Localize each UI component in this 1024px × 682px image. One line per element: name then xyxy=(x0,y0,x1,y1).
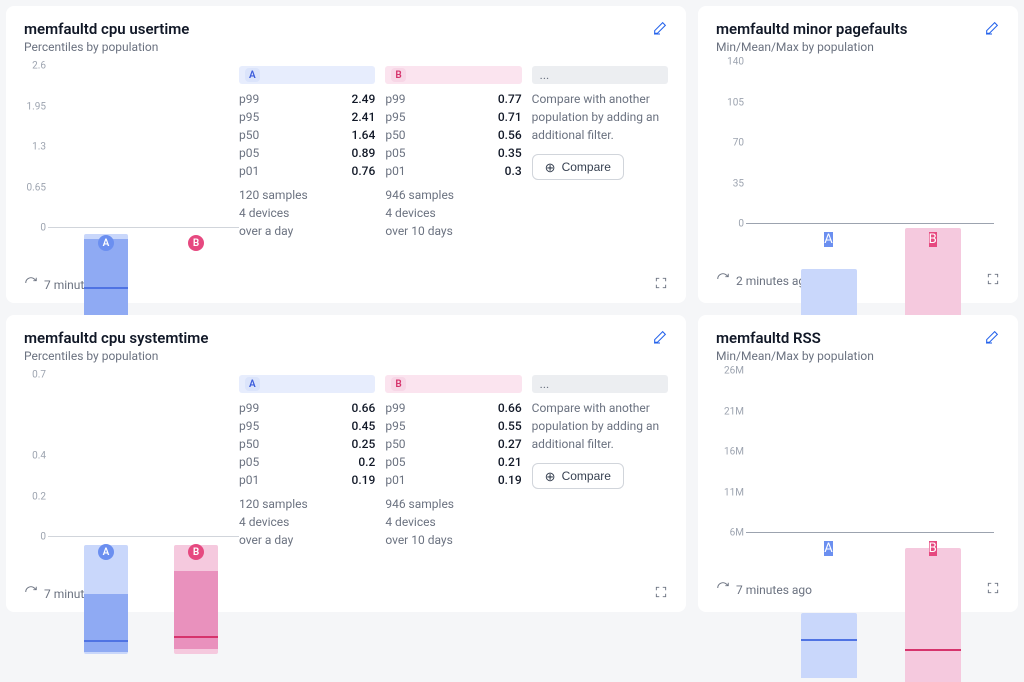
compare-help-text: Compare with another population by addin… xyxy=(532,399,668,453)
panel-title: memfaultd cpu systemtime xyxy=(24,329,208,347)
stats-population-b: B p990.77p950.71p500.56p050.35p010.3 946… xyxy=(385,66,521,246)
chart-pagefaults: 14010570350AB xyxy=(746,62,1000,242)
stat-row: p500.27 xyxy=(385,435,521,453)
stat-row: p990.66 xyxy=(385,399,521,417)
compare-placeholder: ... xyxy=(532,375,668,393)
stat-row: p501.64 xyxy=(239,126,375,144)
compare-help-text: Compare with another population by addin… xyxy=(532,90,668,144)
stat-row: p010.76 xyxy=(239,162,375,180)
stat-row: p010.3 xyxy=(385,162,521,180)
population-badge-a: A xyxy=(245,68,260,82)
stat-row: p050.89 xyxy=(239,144,375,162)
expand-icon[interactable] xyxy=(654,276,668,293)
stats-population-b: B p990.66p950.55p500.27p050.21p010.19 94… xyxy=(385,375,521,555)
chart-cpu-usertime: 2.61.951.30.650AB xyxy=(24,66,239,246)
stat-row: p500.25 xyxy=(239,435,375,453)
refresh-timestamp: 7 minutes ago xyxy=(736,583,812,597)
panel-subtitle: Min/Mean/Max by population xyxy=(716,349,874,363)
edit-icon[interactable] xyxy=(984,329,1000,349)
expand-icon[interactable] xyxy=(986,272,1000,289)
chart-rss: 26M21M16M11M6MAB xyxy=(746,371,1000,551)
expand-icon[interactable] xyxy=(654,585,668,602)
refresh-icon[interactable] xyxy=(24,276,38,293)
compare-button[interactable]: ⊕ Compare xyxy=(532,463,624,489)
panel-cpu-usertime: memfaultd cpu usertime Percentiles by po… xyxy=(6,6,686,303)
population-badge-b: B xyxy=(391,68,405,82)
compare-button-label: Compare xyxy=(562,160,611,174)
stat-row: p010.19 xyxy=(239,471,375,489)
chart-cpu-systemtime: 0.70.40.20AB xyxy=(24,375,239,555)
plus-icon: ⊕ xyxy=(545,161,556,174)
plus-icon: ⊕ xyxy=(545,470,556,483)
stat-row: p990.66 xyxy=(239,399,375,417)
refresh-icon[interactable] xyxy=(24,585,38,602)
stat-row: p950.55 xyxy=(385,417,521,435)
stats-population-a: A p992.49p952.41p501.64p050.89p010.76 12… xyxy=(239,66,375,246)
stat-row: p010.19 xyxy=(385,471,521,489)
stat-row: p990.77 xyxy=(385,90,521,108)
panel-title: memfaultd RSS xyxy=(716,329,874,347)
panel-title: memfaultd cpu usertime xyxy=(24,20,189,38)
panel-rss: memfaultd RSS Min/Mean/Max by population… xyxy=(698,315,1018,612)
panel-subtitle: Percentiles by population xyxy=(24,40,189,54)
stat-row: p950.45 xyxy=(239,417,375,435)
compare-button-label: Compare xyxy=(562,469,611,483)
edit-icon[interactable] xyxy=(652,329,668,349)
population-badge-a: A xyxy=(245,377,260,391)
compare-placeholder: ... xyxy=(532,66,668,84)
stats-population-a: A p990.66p950.45p500.25p050.2p010.19 120… xyxy=(239,375,375,555)
panel-title: memfaultd minor pagefaults xyxy=(716,20,907,38)
stat-row: p050.21 xyxy=(385,453,521,471)
panel-subtitle: Percentiles by population xyxy=(24,349,208,363)
panel-minor-pagefaults: memfaultd minor pagefaults Min/Mean/Max … xyxy=(698,6,1018,303)
stat-row: p500.56 xyxy=(385,126,521,144)
compare-button[interactable]: ⊕ Compare xyxy=(532,154,624,180)
refresh-icon[interactable] xyxy=(716,272,730,289)
stat-row: p050.35 xyxy=(385,144,521,162)
stat-row: p952.41 xyxy=(239,108,375,126)
stat-row: p050.2 xyxy=(239,453,375,471)
panel-cpu-systemtime: memfaultd cpu systemtime Percentiles by … xyxy=(6,315,686,612)
expand-icon[interactable] xyxy=(986,581,1000,598)
stat-row: p950.71 xyxy=(385,108,521,126)
stat-row: p992.49 xyxy=(239,90,375,108)
edit-icon[interactable] xyxy=(652,20,668,40)
panel-subtitle: Min/Mean/Max by population xyxy=(716,40,907,54)
edit-icon[interactable] xyxy=(984,20,1000,40)
refresh-icon[interactable] xyxy=(716,581,730,598)
population-badge-b: B xyxy=(391,377,405,391)
